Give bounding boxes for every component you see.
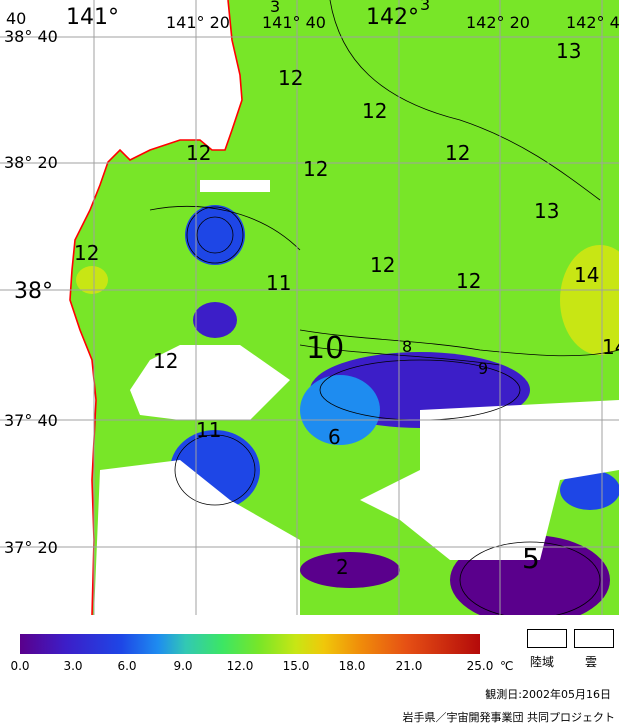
colorbar-tick-label: 18.0 [338, 659, 366, 673]
contour-label: 12 [456, 269, 481, 293]
latitude-labels: 38° 40 38° 20 38° 37° 40 37° 20 [4, 27, 58, 557]
sea-surface-temperature-map: 141° 141° 20 141° 40 142° 142° 20 142° 4 3 3 38… [0, 0, 619, 615]
latitude-label: 38° 40 [4, 27, 58, 46]
contour-label: 10 [306, 331, 344, 366]
colorbar-tick-label: 21.0 [395, 659, 423, 673]
coastline [69, 0, 243, 615]
colorbar-tick-label: 9.0 [173, 659, 193, 673]
longitude-labels: 141° 141° 20 141° 40 142° 142° 20 142° 4 3 3 [66, 0, 619, 32]
cloud-area [130, 345, 290, 420]
colorbar-unit: ℃ [500, 659, 514, 673]
longitude-label: 142° 4 [566, 13, 619, 32]
contour-label: 11 [266, 271, 291, 295]
cloud-legend-label: 雲 [585, 655, 598, 669]
contour-label: 2 [336, 555, 349, 579]
contour-label: 3 [270, 0, 280, 16]
contour-label: 12 [278, 66, 303, 90]
observation-date: 観測日:2002年05月16日 [485, 688, 611, 701]
contour-label: 13 [556, 39, 581, 63]
contour-label: 3 [420, 0, 430, 14]
colorbar-tick-label: 12.0 [226, 659, 254, 673]
warm-patch [76, 266, 108, 294]
temperature-colorbar [20, 634, 480, 654]
contour-label: 8 [402, 337, 412, 356]
land-legend-swatch [527, 629, 567, 648]
latitude-label: 38° [14, 279, 53, 304]
graticule [0, 0, 619, 615]
warm-patch [560, 245, 619, 355]
latitude-label: 37° 40 [4, 411, 58, 430]
colorbar-tick-label: 15.0 [282, 659, 310, 673]
credit-line: 岩手県／宇宙開発事業団 共同プロジェクト [402, 711, 616, 724]
colorbar-tick-label: 25.0 [466, 659, 494, 673]
latitude-label: 37° 20 [4, 538, 58, 557]
colorbar-tick-label: 3.0 [63, 659, 83, 673]
corner-label: 40 [6, 9, 26, 28]
contour-label: 12 [74, 241, 99, 265]
isotherm-contours [149, 0, 619, 615]
contour-label: 12 [445, 141, 470, 165]
contour-label: 11 [196, 418, 221, 442]
cold-patch [193, 302, 237, 338]
longitude-label: 142° [366, 5, 419, 30]
contour-label: 12 [153, 349, 178, 373]
contour-label: 12 [370, 253, 395, 277]
longitude-label: 141° [66, 5, 119, 30]
land-area [0, 0, 242, 615]
contour-label: 6 [328, 425, 341, 449]
cold-patch [560, 470, 619, 510]
longitude-label: 141° 40 [262, 13, 326, 32]
latitude-label: 38° 20 [4, 153, 58, 172]
colorbar-tick-label: 6.0 [117, 659, 137, 673]
contour-value-labels: 12 12 12 12 12 12 12 12 12 13 13 14 14 11 11 10 8 9 6 2 5 [74, 39, 619, 579]
contour-label: 12 [362, 99, 387, 123]
longitude-label: 141° 20 [166, 13, 230, 32]
land-legend-label: 陸域 [530, 655, 555, 669]
contour-label: 12 [303, 157, 328, 181]
cloud-area [94, 460, 300, 615]
cloud-area [360, 400, 619, 560]
longitude-label: 142° 20 [466, 13, 530, 32]
cloud-area [200, 180, 270, 192]
contour-label: 13 [534, 199, 559, 223]
contour-label: 12 [186, 141, 211, 165]
contour-label: 9 [478, 359, 488, 378]
colorbar-tick-label: 0.0 [10, 659, 30, 673]
contour-label: 5 [522, 542, 540, 575]
contour-label: 14 [602, 335, 619, 359]
cloud-legend-swatch [574, 629, 614, 648]
cold-patch [300, 552, 400, 588]
contour-label: 14 [574, 263, 599, 287]
cold-patch [185, 205, 245, 265]
